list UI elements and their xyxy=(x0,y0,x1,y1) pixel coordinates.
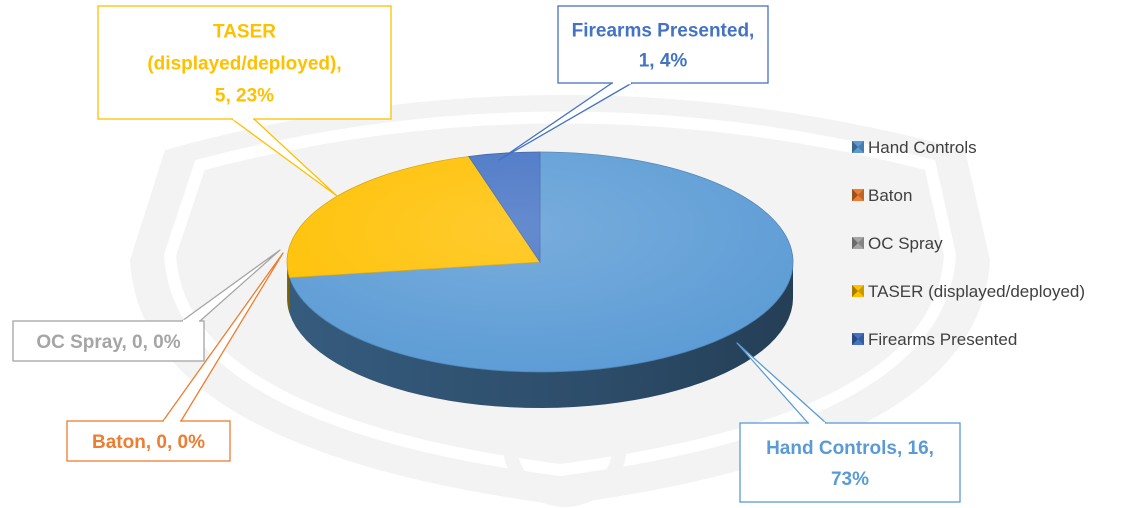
callout-box xyxy=(739,422,961,503)
pie-highlight xyxy=(287,152,793,372)
data-label-baton: Baton, 0, 0% xyxy=(66,252,284,462)
callout-box xyxy=(557,5,769,84)
data-label-text: Firearms Presented, xyxy=(572,21,755,42)
legend-label: Firearms Presented xyxy=(868,330,1017,349)
slice-side-shading-taser-displayed-deployed xyxy=(287,262,290,314)
data-label-text: TASER xyxy=(213,22,276,43)
callout-pointer xyxy=(498,82,633,161)
legend-swatch-shade xyxy=(858,189,864,201)
legend-item-taser-displayed-deployed: TASER (displayed/deployed) xyxy=(852,282,1085,301)
data-label-oc-spray: OC Spray, 0, 0% xyxy=(12,249,281,362)
data-label-text: Hand Controls, 16, xyxy=(766,438,934,459)
legend-swatch-shade xyxy=(852,237,858,249)
legend-swatch-shade xyxy=(858,141,864,153)
data-label-text: OC Spray, 0, 0% xyxy=(36,332,180,353)
data-label-text: 73% xyxy=(831,469,869,490)
slice-side-shading-hand-controls xyxy=(289,262,793,408)
data-label-hand-controls: Hand Controls, 16, 73% xyxy=(736,342,961,503)
callout-pointer xyxy=(231,118,338,197)
legend-item-firearms-presented: Firearms Presented xyxy=(852,330,1017,349)
legend-swatch-shade xyxy=(858,333,864,345)
data-label-text: 5, 23% xyxy=(215,86,274,107)
callout-box xyxy=(66,420,231,462)
legend-item-baton: Baton xyxy=(852,186,912,205)
data-label-taser-displayed-deployed: TASER (displayed/deployed), 5, 23% xyxy=(97,5,392,197)
callout-box xyxy=(12,320,205,362)
legend-label: Baton xyxy=(868,186,912,205)
data-label-text: (displayed/deployed), xyxy=(147,54,341,75)
legend-label: Hand Controls xyxy=(868,138,977,157)
legend-swatch-shade xyxy=(852,141,858,153)
legend-item-oc-spray: OC Spray xyxy=(852,234,943,253)
legend-swatch-shade xyxy=(852,285,858,297)
legend-label: TASER (displayed/deployed) xyxy=(868,282,1085,301)
legend-label: OC Spray xyxy=(868,234,943,253)
legend: Hand Controls Baton OC Spray TASER (display… xyxy=(852,138,1085,349)
legend-swatch-shade xyxy=(858,237,864,249)
data-label-firearms-presented: Firearms Presented, 1, 4% xyxy=(498,5,769,161)
callout-pointer xyxy=(181,249,281,322)
data-label-text: Baton, 0, 0% xyxy=(92,432,205,453)
callout-pointer xyxy=(162,252,284,422)
callout-box xyxy=(97,5,392,120)
legend-swatch-shade xyxy=(852,189,858,201)
callout-pointer xyxy=(736,342,827,424)
legend-swatch-shade xyxy=(858,285,864,297)
data-label-text: 1, 4% xyxy=(639,51,688,72)
legend-swatch-shade xyxy=(852,333,858,345)
legend-item-hand-controls: Hand Controls xyxy=(852,138,977,157)
